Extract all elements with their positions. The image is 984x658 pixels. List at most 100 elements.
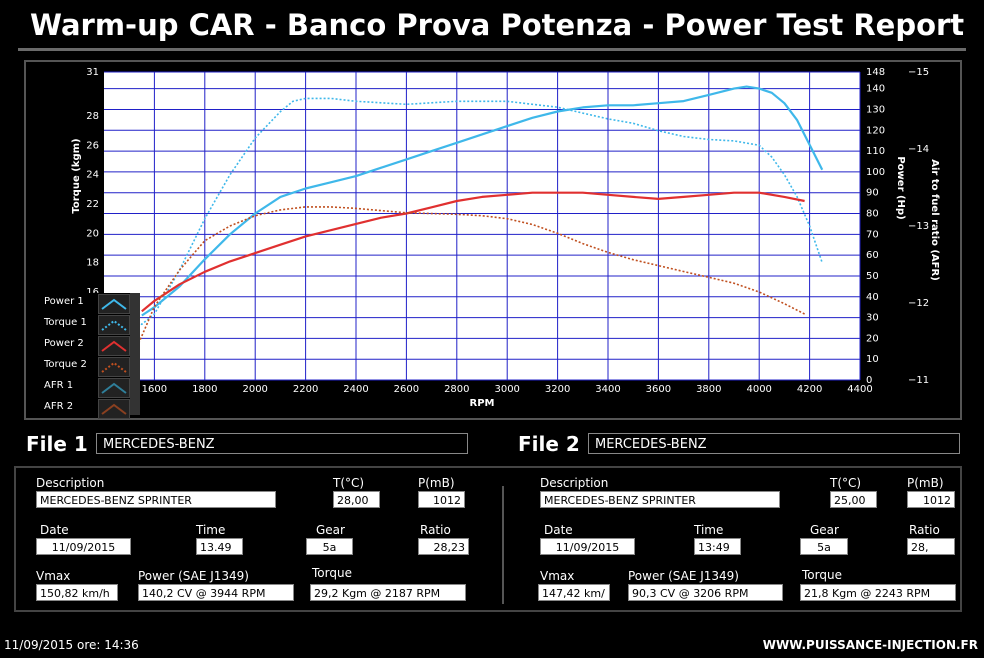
t1-pressure-label: P(mB) — [418, 476, 455, 490]
title-divider — [18, 48, 966, 51]
torque-tick-label: 26 — [86, 140, 99, 151]
report-title: Warm-up CAR - Banco Prova Potenza - Powe… — [30, 8, 965, 42]
x-tick-label: 3000 — [494, 384, 519, 395]
torque-tick-label: 20 — [86, 228, 99, 239]
t2-pressure-label: P(mB) — [907, 476, 944, 490]
afr-tick-label: −12 — [908, 298, 929, 309]
t2-description-label: Description — [540, 476, 609, 490]
power-tick-label: 100 — [866, 167, 885, 178]
legend-label: Torque 2 — [44, 359, 87, 370]
series-line-power-2 — [141, 191, 805, 313]
torque-axis-title: Torque (kgm) — [71, 138, 82, 213]
x-tick-label: 3600 — [646, 384, 671, 395]
series-line-power-1 — [141, 85, 824, 317]
legend-item: Power 1 — [38, 293, 140, 314]
t2-power-label: Power (SAE J1349) — [628, 569, 739, 583]
torque-tick-label: 24 — [86, 170, 99, 181]
t1-power-value: 140,2 CV @ 3944 RPM — [138, 584, 294, 601]
power-tick-label: 130 — [866, 104, 885, 115]
t2-temp-value: 25,00 — [830, 491, 877, 508]
x-tick-label: 2000 — [242, 384, 267, 395]
t2-temp-label: T(°C) — [830, 476, 862, 490]
t1-date-value: 11/09/2015 — [36, 538, 131, 555]
t2-vmax-value: 147,42 km/ — [538, 584, 610, 601]
t2-time-label: Time — [694, 523, 724, 537]
power-tick-label: 70 — [866, 229, 879, 240]
legend-item: AFR 1 — [38, 377, 140, 398]
file2-name-field[interactable]: MERCEDES-BENZ — [588, 433, 960, 454]
t1-gear-value: 5a — [306, 538, 353, 555]
afr-tick-label: −11 — [908, 375, 929, 386]
x-tick-label: 3800 — [696, 384, 721, 395]
t1-time-value: 13.49 — [196, 538, 243, 555]
x-tick-label: 2600 — [394, 384, 419, 395]
x-tick-label: 2200 — [293, 384, 318, 395]
torque-tick-label: 22 — [86, 199, 99, 210]
power-axis-title: Power (Hp) — [895, 156, 906, 219]
legend-scrollbar[interactable] — [130, 293, 140, 415]
legend-swatch — [98, 399, 130, 419]
plot-area — [104, 72, 860, 380]
file1-name-field[interactable]: MERCEDES-BENZ — [96, 433, 468, 454]
t1-description-value: MERCEDES-BENZ SPRINTER — [36, 491, 276, 508]
legend-swatch — [98, 315, 130, 335]
t1-ratio-label: Ratio — [420, 523, 451, 537]
legend-item: Torque 2 — [38, 356, 140, 377]
t1-vmax-value: 150,82 km/h — [36, 584, 118, 601]
t1-description-label: Description — [36, 476, 105, 490]
legend-label: AFR 2 — [44, 401, 74, 412]
x-tick-label: 4000 — [746, 384, 771, 395]
file1-label: File 1 — [26, 432, 88, 456]
legend-swatch — [98, 378, 130, 398]
afr-tick-label: −13 — [908, 221, 929, 232]
x-tick-label: 4400 — [847, 384, 872, 395]
power-tick-label: 50 — [866, 271, 879, 282]
x-tick-label: 4200 — [797, 384, 822, 395]
t1-ratio-value: 28,23 — [418, 538, 469, 555]
panel-divider — [502, 486, 504, 604]
x-axis-title: RPM — [470, 398, 495, 409]
x-tick-label: 1600 — [142, 384, 167, 395]
t1-pressure-value: 1012 — [418, 491, 465, 508]
legend-label: Power 2 — [44, 338, 84, 349]
afr-axis-title: Air to fuel ratio (AFR) — [929, 159, 940, 281]
t1-date-label: Date — [40, 523, 69, 537]
t2-power-value: 90,3 CV @ 3206 RPM — [628, 584, 783, 601]
t2-torque-value: 21,8 Kgm @ 2243 RPM — [800, 584, 956, 601]
t2-date-value: 11/09/2015 — [540, 538, 635, 555]
t2-ratio-value: 28, — [907, 538, 955, 555]
legend-label: Torque 1 — [44, 317, 87, 328]
t1-torque-value: 29,2 Kgm @ 2187 RPM — [310, 584, 466, 601]
t1-temp-value: 28,00 — [333, 491, 380, 508]
legend-swatch — [98, 357, 130, 377]
t2-torque-label: Torque — [802, 568, 842, 582]
file2-label: File 2 — [518, 432, 580, 456]
torque-tick-label: 18 — [86, 258, 99, 269]
t2-pressure-value: 1012 — [907, 491, 955, 508]
footer-website: WWW.PUISSANCE-INJECTION.FR — [762, 638, 978, 652]
legend-label: AFR 1 — [44, 380, 74, 391]
chart-panel: 1600 1800 2000 2200 2400 2600 2800 3000 3200 3400… — [24, 60, 962, 420]
legend-item: Power 2 — [38, 335, 140, 356]
t1-temp-label: T(°C) — [333, 476, 365, 490]
chart-legend: Power 1 Torque 1 Power 2 Torque 2 AFR 1 AFR 2 — [38, 293, 140, 419]
power-tick-label: 0 — [866, 375, 872, 386]
t1-vmax-label: Vmax — [36, 569, 71, 583]
x-tick-label: 2800 — [444, 384, 469, 395]
power-torque-chart: 1600 1800 2000 2200 2400 2600 2800 3000 3200 3400… — [71, 67, 940, 409]
t2-ratio-label: Ratio — [909, 523, 940, 537]
t1-torque-label: Torque — [312, 566, 352, 580]
afr-tick-label: −14 — [908, 144, 929, 155]
t2-description-value: MERCEDES-BENZ SPRINTER — [540, 491, 780, 508]
power-tick-label: 90 — [866, 188, 879, 199]
t2-time-value: 13:49 — [694, 538, 741, 555]
torque-tick-label: 31 — [86, 67, 99, 78]
t2-gear-value: 5a — [800, 538, 848, 555]
x-tick-label: 1800 — [192, 384, 217, 395]
t2-vmax-label: Vmax — [540, 569, 575, 583]
footer-timestamp: 11/09/2015 ore: 14:36 — [4, 638, 139, 652]
legend-swatch — [98, 336, 130, 356]
power-tick-label: 140 — [866, 84, 885, 95]
power-tick-label: 80 — [866, 209, 879, 220]
x-tick-label: 3200 — [545, 384, 570, 395]
